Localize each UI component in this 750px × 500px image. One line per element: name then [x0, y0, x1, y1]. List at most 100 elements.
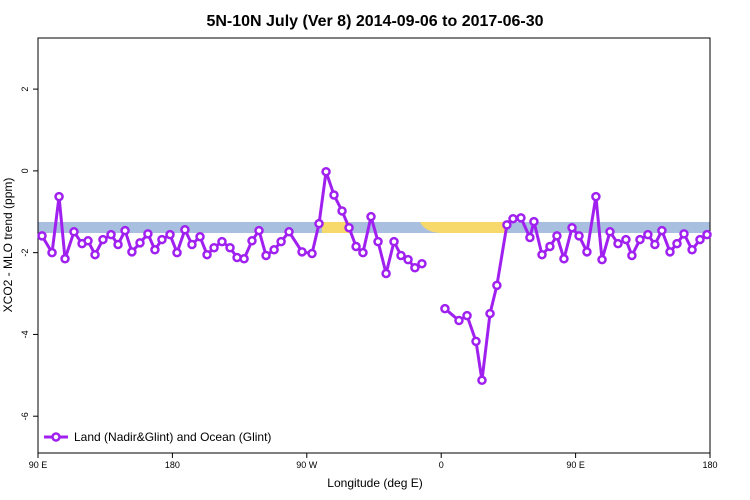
- data-point: [321, 166, 331, 177]
- data-point: [679, 229, 689, 239]
- legend-label: Land (Nadir&Glint) and Ocean (Glint): [74, 430, 271, 444]
- data-point: [650, 239, 660, 250]
- y-axis-label: XCO2 - MLO trend (ppm): [1, 178, 15, 313]
- data-point: [373, 236, 383, 247]
- y-tick-label: -4: [20, 330, 30, 338]
- data-point: [209, 242, 219, 253]
- data-point: [657, 225, 667, 236]
- data-point: [344, 222, 354, 233]
- data-point: [358, 247, 368, 258]
- data-point: [37, 231, 47, 241]
- data-point: [621, 234, 631, 245]
- data-point: [552, 231, 562, 241]
- data-point: [687, 245, 697, 255]
- data-point: [329, 190, 339, 200]
- data-point: [276, 236, 286, 247]
- data-point: [529, 216, 539, 227]
- data-point: [297, 247, 307, 257]
- data-point: [403, 254, 413, 265]
- land-region: [420, 222, 505, 233]
- data-point: [366, 211, 376, 222]
- data-point: [113, 239, 123, 250]
- data-point: [471, 336, 481, 347]
- data-point: [516, 213, 526, 223]
- y-tick-label: 2: [20, 87, 30, 92]
- data-point: [627, 250, 637, 261]
- data-point: [567, 222, 577, 233]
- data-point: [284, 227, 294, 237]
- data-point: [269, 245, 279, 255]
- data-point: [217, 236, 227, 247]
- data-point: [225, 242, 235, 253]
- data-point: [381, 268, 391, 279]
- data-point: [172, 247, 182, 258]
- data-point: [440, 303, 450, 314]
- data-point: [98, 234, 108, 245]
- land-region: [322, 222, 350, 233]
- data-point: [239, 254, 249, 264]
- x-tick-label: 180: [702, 460, 717, 470]
- data-point: [537, 249, 547, 260]
- chart-title: 5N-10N July (Ver 8) 2014-09-06 to 2017-0…: [206, 13, 543, 30]
- data-point: [396, 250, 406, 261]
- data-point: [337, 206, 347, 216]
- data-point: [545, 241, 555, 252]
- x-tick-label: 90 E: [29, 460, 48, 470]
- data-point: [247, 236, 257, 246]
- x-tick-label: 0: [439, 460, 444, 470]
- data-point: [695, 234, 705, 245]
- plot-frame: [37, 37, 711, 454]
- data-point: [574, 231, 584, 241]
- data-point: [180, 225, 190, 235]
- y-tick-label: 0: [20, 168, 30, 173]
- data-point: [351, 241, 361, 252]
- data-point: [389, 236, 399, 247]
- data-point: [605, 227, 615, 237]
- data-point: [314, 218, 324, 229]
- x-tick-label: 90 E: [566, 460, 585, 470]
- data-point: [591, 191, 601, 202]
- data-point: [261, 250, 271, 261]
- data-point: [492, 280, 502, 291]
- data-point: [127, 247, 137, 257]
- legend-marker: [51, 432, 61, 442]
- data-point: [254, 225, 264, 236]
- data-point: [665, 247, 675, 257]
- data-point: [462, 310, 472, 321]
- y-tick-label: -6: [20, 412, 30, 420]
- data-point: [157, 234, 167, 245]
- data-point: [672, 238, 682, 249]
- data-point: [165, 229, 175, 240]
- data-point: [417, 258, 427, 269]
- data-point: [582, 247, 592, 257]
- data-point: [597, 254, 607, 265]
- data-point: [150, 245, 160, 255]
- data-point: [47, 247, 57, 258]
- data-point: [187, 239, 197, 250]
- x-axis-label: Longitude (deg E): [327, 476, 422, 490]
- data-point: [202, 249, 212, 260]
- data-point: [69, 227, 79, 237]
- data-point: [485, 308, 495, 319]
- data-point: [525, 232, 535, 243]
- data-point: [613, 238, 623, 249]
- data-point: [120, 225, 130, 236]
- data-point: [83, 236, 93, 246]
- data-point: [60, 254, 70, 264]
- data-point: [559, 254, 569, 264]
- x-tick-label: 90 W: [296, 460, 318, 470]
- data-point: [106, 229, 116, 240]
- data-point: [135, 238, 145, 248]
- data-point: [54, 191, 64, 202]
- data-point: [635, 234, 645, 245]
- data-point: [643, 229, 653, 240]
- data-point: [502, 220, 512, 230]
- data-point: [195, 231, 205, 242]
- data-point: [307, 248, 317, 259]
- data-point: [90, 249, 100, 260]
- y-tick-label: -2: [20, 249, 30, 257]
- data-point: [477, 375, 487, 385]
- data-point: [454, 315, 464, 326]
